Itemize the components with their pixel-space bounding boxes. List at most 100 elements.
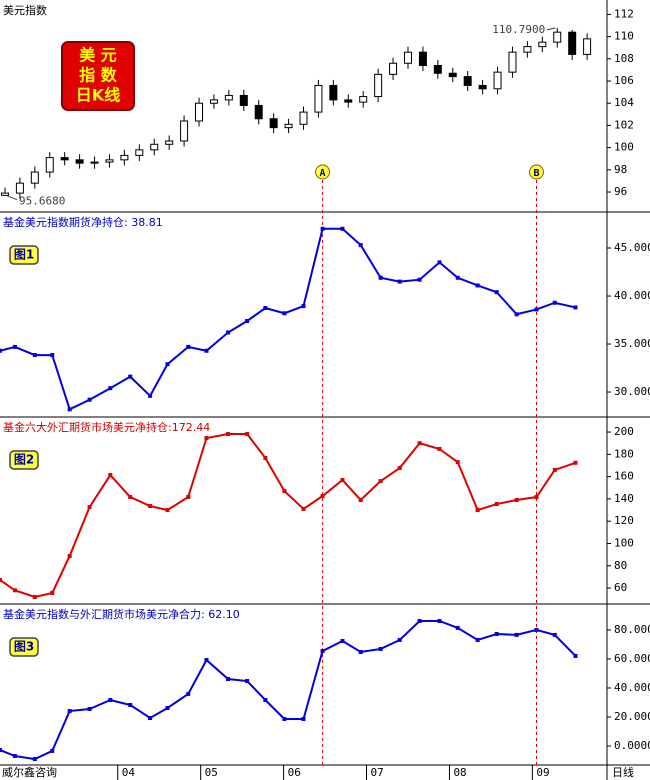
panel-title: 美元指数 xyxy=(3,3,47,17)
candle-body xyxy=(165,140,174,145)
y-tick-label: 108 xyxy=(614,52,634,65)
candle-body xyxy=(433,64,442,74)
point xyxy=(32,757,37,762)
point xyxy=(320,226,325,231)
point xyxy=(397,466,402,471)
point xyxy=(301,304,306,309)
point xyxy=(573,653,578,658)
y-tick-label: 40.0000 xyxy=(614,681,650,694)
point xyxy=(204,436,209,441)
point xyxy=(226,330,231,335)
point xyxy=(245,432,250,437)
point xyxy=(148,393,153,398)
y-tick-label: 140 xyxy=(614,492,634,505)
y-tick-label: 200 xyxy=(614,425,634,438)
candle-body xyxy=(374,73,383,98)
point xyxy=(417,618,422,623)
x-tick-label: 05 xyxy=(205,766,218,779)
candle-body xyxy=(150,143,159,151)
point xyxy=(128,374,133,379)
point xyxy=(301,506,306,511)
y-tick-label: 180 xyxy=(614,447,634,460)
candle-body xyxy=(284,123,293,129)
badge-text: 美 元 xyxy=(79,46,117,65)
point xyxy=(378,479,383,484)
point xyxy=(437,618,442,623)
candle-body xyxy=(269,118,278,129)
candle-body xyxy=(30,171,39,184)
candle-body xyxy=(75,159,84,164)
point xyxy=(148,504,153,509)
candle-body xyxy=(568,31,577,55)
point xyxy=(437,260,442,265)
point xyxy=(514,498,519,503)
y-tick-label: 30.0000 xyxy=(614,385,650,398)
panel-title: 基金美元指数与外汇期货市场美元净合力: 62.10 xyxy=(3,607,240,621)
panel-label-text: 图1 xyxy=(14,248,34,262)
candle-body xyxy=(195,102,204,122)
y-tick-label: 35.0000 xyxy=(614,337,650,350)
candle-body xyxy=(538,41,547,48)
extreme-pointer xyxy=(6,195,18,201)
point xyxy=(417,277,422,282)
badge-text: 指 数 xyxy=(79,66,118,85)
y-tick-label: 96 xyxy=(614,185,627,198)
point xyxy=(87,397,92,402)
point xyxy=(32,353,37,358)
candle-body xyxy=(0,192,9,196)
candle-body xyxy=(389,62,398,75)
candle-body xyxy=(209,99,218,104)
point xyxy=(204,657,209,662)
candle-body xyxy=(418,51,427,66)
candle-body xyxy=(239,94,248,106)
candle-body xyxy=(314,84,323,113)
footer-period: 日线 xyxy=(612,765,634,779)
candle-body xyxy=(90,161,99,164)
point xyxy=(573,460,578,465)
y-tick-label: 100 xyxy=(614,536,634,549)
candle-body xyxy=(359,96,368,103)
point xyxy=(186,691,191,696)
point xyxy=(165,508,170,513)
point xyxy=(245,679,250,684)
point xyxy=(494,632,499,637)
candle-body xyxy=(448,72,457,78)
point xyxy=(475,637,480,642)
point xyxy=(32,594,37,599)
y-tick-label: 45.0000 xyxy=(614,241,650,254)
point xyxy=(108,386,113,391)
panel-label: 图3 xyxy=(9,637,39,657)
point xyxy=(128,702,133,707)
candle-body xyxy=(523,46,532,53)
point xyxy=(475,508,480,513)
point xyxy=(12,344,17,349)
point xyxy=(108,698,113,703)
point xyxy=(0,577,2,582)
panel-title: 基金六大外汇期货市场美元净持仓:172.44 xyxy=(3,420,210,434)
point xyxy=(455,275,460,280)
candle-body xyxy=(344,99,353,103)
point xyxy=(67,407,72,412)
event-marker xyxy=(529,164,545,180)
point xyxy=(50,590,55,595)
point xyxy=(552,467,557,472)
point xyxy=(67,709,72,714)
y-tick-label: 106 xyxy=(614,74,634,87)
point xyxy=(534,307,539,312)
point xyxy=(437,446,442,451)
point xyxy=(186,344,191,349)
extreme-pointer xyxy=(547,27,556,31)
point xyxy=(534,627,539,632)
point xyxy=(455,460,460,465)
y-tick-label: 100 xyxy=(614,141,634,154)
y-tick-label: 110 xyxy=(614,30,634,43)
panel-title: 基金美元指数期货净持仓: 38.81 xyxy=(3,215,163,229)
candle-body xyxy=(15,182,24,194)
candle-body xyxy=(224,94,233,101)
point xyxy=(165,362,170,367)
candle-body xyxy=(493,71,502,90)
x-tick-label: 06 xyxy=(288,766,301,779)
footer-source: 威尔鑫咨询 xyxy=(2,765,57,779)
